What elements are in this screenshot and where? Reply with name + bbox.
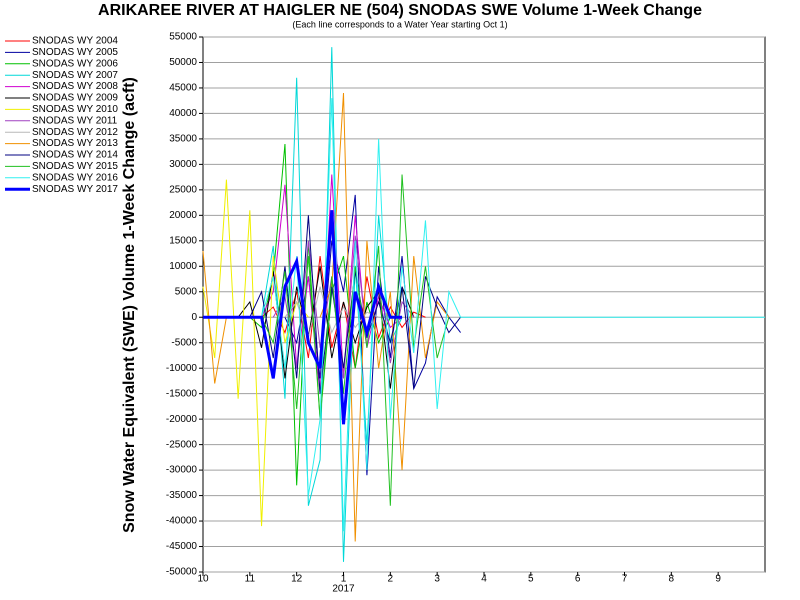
legend-label: SNODAS WY 2004 [32,36,118,47]
x-tick-label: 1 [341,574,347,585]
y-tick-label: -15000 [166,388,198,399]
x-annotation: 2017 [332,584,355,595]
legend-label: SNODAS WY 2017 [32,184,118,195]
legend-label: SNODAS WY 2006 [32,58,118,69]
y-tick-label: 55000 [169,32,197,43]
x-tick-label: 11 [245,574,256,585]
legend-label: SNODAS WY 2007 [32,70,118,81]
y-tick-label: -45000 [166,541,198,552]
y-tick-label: 5000 [175,286,198,297]
legend-label: SNODAS WY 2012 [32,127,118,138]
x-tick-label: 5 [528,574,534,585]
x-tick-label: 3 [434,574,440,585]
series-line [261,174,403,394]
legend-label: SNODAS WY 2014 [32,150,118,161]
legend-label: SNODAS WY 2013 [32,138,118,149]
y-tick-label: -25000 [166,439,198,450]
y-tick-label: -40000 [166,516,198,527]
y-tick-label: -10000 [166,363,198,374]
series-line [272,235,415,379]
y-tick-label: 15000 [169,235,197,246]
y-tick-label: 40000 [169,108,197,119]
legend-label: SNODAS WY 2011 [32,115,118,126]
y-tick-label: 45000 [169,83,197,94]
y-tick-label: 50000 [169,57,197,68]
x-tick-label: 2 [388,574,394,585]
x-tick-label: 7 [622,574,628,585]
y-tick-label: -20000 [166,414,198,425]
y-tick-label: -50000 [166,567,198,578]
series-line [203,210,403,425]
y-tick-label: 0 [191,312,197,323]
x-tick-label: 9 [715,574,721,585]
series-line [202,250,227,384]
y-tick-label: 25000 [169,184,197,195]
x-tick-label: 10 [197,574,209,585]
x-tick-label: 6 [575,574,581,585]
y-tick-label: 20000 [169,210,197,221]
x-tick-label: 4 [481,574,487,585]
series-line [261,174,450,506]
x-tick-label: 12 [291,574,303,585]
y-tick-label: 10000 [169,261,197,272]
chart-title: ARIKAREE RIVER AT HAIGLER NE (504) SNODA… [98,2,702,19]
series-line [261,98,765,532]
legend-label: SNODAS WY 2008 [32,81,118,92]
legend-label: SNODAS WY 2009 [32,93,118,104]
legend-label: SNODAS WY 2016 [32,172,118,183]
y-tick-label: -30000 [166,465,198,476]
legend-label: SNODAS WY 2015 [32,161,118,172]
legend-label: SNODAS WY 2005 [32,47,118,58]
y-tick-label: -35000 [166,490,198,501]
y-axis-label: Snow Water Equivalent (SWE) Volume 1-Wee… [121,77,138,533]
y-tick-label: -5000 [171,337,197,348]
legend-label: SNODAS WY 2010 [32,104,118,115]
y-tick-label: 35000 [169,134,197,145]
series-line [319,93,450,542]
y-tick-label: 30000 [169,159,197,170]
series-line [261,47,403,562]
x-tick-label: 8 [669,574,675,585]
chart-subtitle: (Each line corresponds to a Water Year s… [292,19,507,29]
